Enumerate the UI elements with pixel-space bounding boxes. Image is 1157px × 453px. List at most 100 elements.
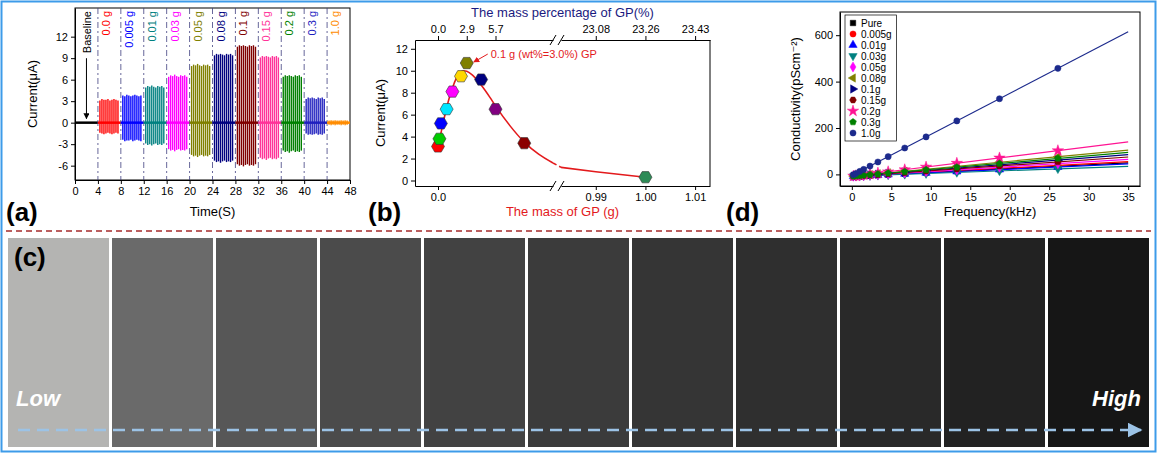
tick-mark [596,186,597,190]
current-spike [184,75,185,150]
current-spike [239,45,240,165]
current-spike [122,95,123,139]
data-point [902,145,908,151]
sample-strip [216,238,317,447]
tick-label: 44 [321,185,333,197]
x-axis-title: Frequency(kHz) [944,204,1036,219]
current-spike [266,56,267,160]
x2-axis-title: The mass percentage of GP(%) [471,5,654,20]
legend-marker [850,62,856,72]
sample-strip [1048,238,1149,447]
data-point [920,161,931,172]
current-spike [197,64,198,157]
legend-marker [850,130,856,136]
current-spike [128,95,129,140]
current-spike [161,86,162,145]
current-spike [293,77,294,151]
current-spike [168,77,169,149]
sample-strip [320,238,421,447]
data-point [901,169,909,176]
tick-label: 5 [889,191,895,203]
tick-label: 28 [230,185,242,197]
fit-curve [561,167,645,177]
tick: 20 [1004,186,1016,203]
tick: 0.0 [431,186,446,203]
current-spike [136,95,137,139]
current-spike [232,55,233,160]
segment-label: 0.1 g [237,11,249,35]
sample-strip [8,238,109,447]
legend-label: 0.01g [861,40,886,51]
segment-divider [120,8,121,180]
tick-label: 0.0 [431,23,446,35]
x-axis: 0.991.001.01 [562,186,711,203]
tick: 12 [56,31,75,43]
tick-mark [411,49,415,50]
data-point [489,104,502,115]
tick-mark [931,186,932,190]
current-spike [344,120,345,125]
current-spike [285,75,286,152]
break-overlay [553,163,561,167]
current-spike [324,99,325,133]
tick-mark [695,36,696,40]
tick: 30 [1083,186,1095,203]
current-spike [297,76,298,151]
current-spike [313,98,314,134]
x-axis: 05101520253035 [841,186,1141,203]
current-spike [291,76,292,151]
tick-label: 23.43 [682,23,710,35]
tick: -3 [58,138,75,150]
tick-label: 40 [299,185,311,197]
tick-label: 0 [402,175,408,187]
legend-marker [848,74,855,82]
tick-mark [71,58,75,59]
legend-marker [850,97,857,103]
arrow-start-label: Low [16,386,62,411]
current-spike [124,96,125,141]
current-spike [145,88,146,144]
y-axis-title: Current(μA) [25,60,40,128]
tick-label: 4 [95,185,101,197]
figure: Baseline0.0 g0.005 g0.01 g0.03 g0.05 g0.… [0,0,1157,453]
x-axis: 0.0 [416,186,554,203]
data-point [885,154,891,160]
annotation: 0.1 g (wt%=3.0%) GP [491,48,597,60]
segment-label: 0.01 g [146,11,158,42]
sample-strip [112,238,213,447]
current-spike [245,46,246,165]
current-spike [253,45,254,165]
current-spike [289,75,290,152]
current-spike [247,47,248,165]
current-spike [332,121,333,125]
current-spike [334,120,335,125]
segment-label: 0.0 g [100,11,112,35]
tick: 9 [62,52,75,64]
tick: 4 [95,180,101,197]
current-spike [320,98,321,134]
current-spike [318,98,319,135]
baseline-label: Baseline [81,11,93,53]
data-point [954,118,960,124]
tick: 23.43 [682,23,710,40]
tick-label: 9 [62,52,68,64]
current-spike [138,96,139,140]
current-spike [251,46,252,165]
data-point [902,168,908,178]
sample-strip [632,238,733,447]
tick-label: 16 [161,185,173,197]
tick-mark [1010,186,1011,190]
legend: Pure0.005g0.01g0.03g0.05g0.08g0.1g0.15g0… [845,15,897,141]
data-point [475,74,488,85]
current-spike [147,86,148,145]
x-axis: 04812162024283236404448 [72,180,356,197]
tick: 6 [402,109,415,121]
tick-label: 48 [344,185,356,197]
data-point [1055,65,1061,71]
plot-area [561,167,652,183]
current-spike [151,85,152,145]
tick-label: 0.0 [431,191,446,203]
tick-label: 0 [849,191,855,203]
current-spike [107,99,108,133]
segment-label: 0.05 g [192,11,204,42]
